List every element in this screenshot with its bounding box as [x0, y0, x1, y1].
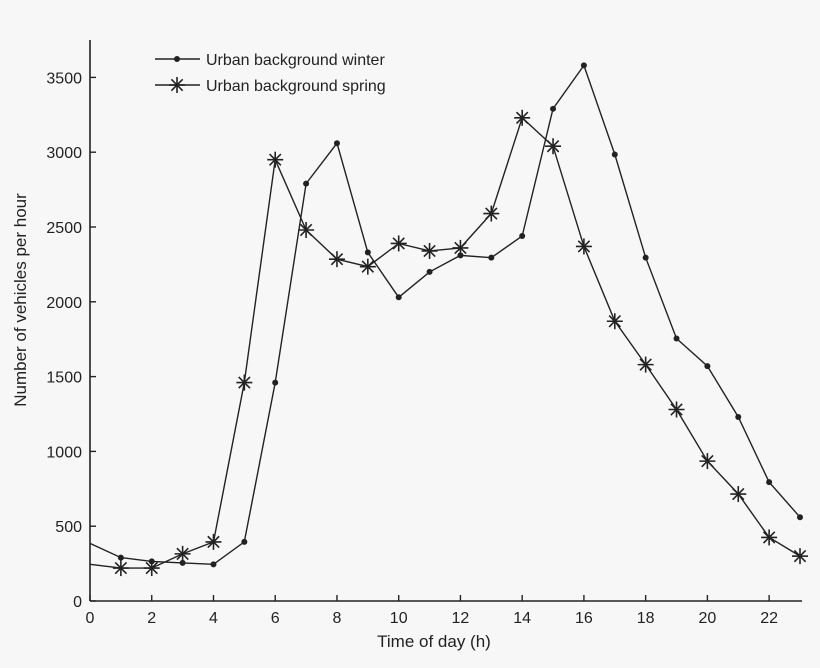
legend-label-winter: Urban background winter [206, 52, 385, 69]
y-ticks: 0 500 1000 1500 2000 2500 3000 3500 [46, 70, 96, 611]
legend: Urban background winter Urban background… [155, 52, 386, 95]
y-tick-label: 1000 [46, 444, 82, 461]
series-group [89, 62, 808, 577]
legend-marker-winter [174, 56, 180, 62]
spring-point [236, 374, 253, 391]
x-tick-label: 12 [452, 610, 470, 627]
spring-point [298, 221, 315, 238]
winter-point [303, 180, 310, 187]
spring-point [761, 529, 778, 546]
spring-point [205, 533, 222, 550]
y-tick-label: 2500 [46, 220, 82, 237]
x-ticks: 0 2 4 6 8 10 12 14 16 18 20 22 [86, 595, 778, 627]
spring-point [699, 453, 716, 470]
winter-point [766, 479, 773, 486]
x-tick-label: 0 [86, 610, 95, 627]
winter-point [488, 254, 495, 261]
x-tick-label: 4 [209, 610, 218, 627]
axes [89, 40, 802, 602]
winter-point [210, 561, 217, 568]
y-axis-title: Number of vehicles per hour [11, 193, 30, 407]
spring-point [174, 545, 191, 562]
spring-point [267, 151, 284, 168]
winter-point [735, 413, 742, 420]
series-line-1 [89, 116, 801, 569]
x-tick-label: 18 [637, 610, 655, 627]
y-tick-label: 3000 [46, 145, 82, 162]
x-tick-label: 8 [333, 610, 342, 627]
x-tick-label: 16 [575, 610, 593, 627]
x-tick-label: 20 [698, 610, 716, 627]
winter-point [395, 294, 402, 301]
spring-point [514, 109, 531, 126]
winter-point [241, 538, 248, 545]
spring-point [483, 205, 500, 222]
spring-point [792, 548, 808, 565]
spring-point [575, 238, 592, 255]
winter-point [364, 249, 371, 256]
winter-point [797, 514, 803, 521]
legend-star-shape [169, 77, 185, 93]
legend-marker-spring [169, 77, 185, 93]
x-axis-label: Time of day (h) [377, 632, 491, 651]
y-tick-label: 2000 [46, 295, 82, 312]
spring-point [390, 235, 407, 252]
winter-point [550, 105, 557, 112]
y-tick-label: 3500 [46, 70, 82, 87]
spring-point [452, 239, 469, 256]
x-tick-label: 2 [147, 610, 156, 627]
winter-point [426, 268, 433, 275]
winter-point [117, 554, 124, 561]
spring-point [421, 242, 438, 259]
winter-point [673, 335, 680, 342]
spring-point [637, 356, 654, 373]
y-tick-label: 0 [73, 594, 82, 611]
x-tick-label: 6 [271, 610, 280, 627]
winter-point [642, 254, 649, 261]
spring-point [668, 401, 685, 418]
legend-label-spring: Urban background spring [206, 78, 386, 95]
x-tick-label: 14 [513, 610, 531, 627]
spring-point [545, 138, 562, 155]
spring-point [143, 560, 160, 577]
winter-point [611, 151, 618, 158]
y-tick-label: 1500 [46, 370, 82, 387]
winter-point [272, 379, 279, 386]
spring-point [112, 560, 129, 577]
winter-point [519, 232, 526, 239]
spring-point [730, 486, 747, 503]
winter-point [333, 140, 340, 147]
spring-point [328, 251, 345, 268]
spring-point [359, 258, 376, 275]
winter-point [580, 62, 587, 69]
spring-point [606, 313, 623, 330]
winter-point [704, 363, 711, 370]
series-line-0 [89, 63, 801, 566]
winter-point [179, 559, 186, 566]
y-tick-label: 500 [55, 519, 82, 536]
x-tick-label: 10 [390, 610, 408, 627]
y-axis-label: Number of vehicles per hour [11, 193, 30, 407]
x-tick-label: 22 [760, 610, 778, 627]
